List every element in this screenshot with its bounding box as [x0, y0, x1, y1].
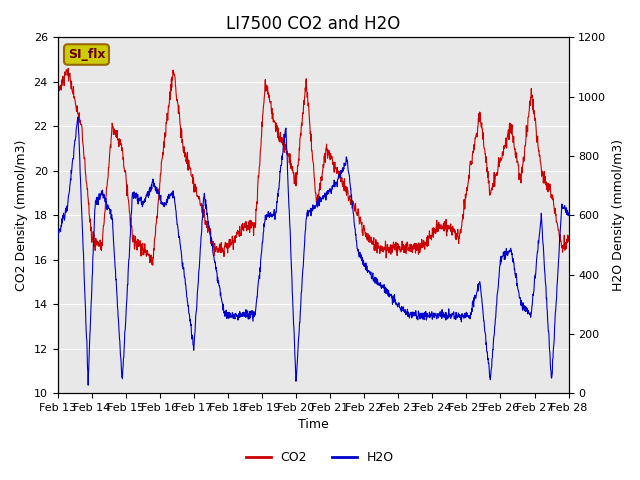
X-axis label: Time: Time: [298, 419, 328, 432]
Y-axis label: CO2 Density (mmol/m3): CO2 Density (mmol/m3): [15, 140, 28, 291]
Y-axis label: H2O Density (mmol/m3): H2O Density (mmol/m3): [612, 139, 625, 291]
Legend: CO2, H2O: CO2, H2O: [241, 446, 399, 469]
Title: LI7500 CO2 and H2O: LI7500 CO2 and H2O: [226, 15, 400, 33]
Text: SI_flx: SI_flx: [68, 48, 105, 61]
